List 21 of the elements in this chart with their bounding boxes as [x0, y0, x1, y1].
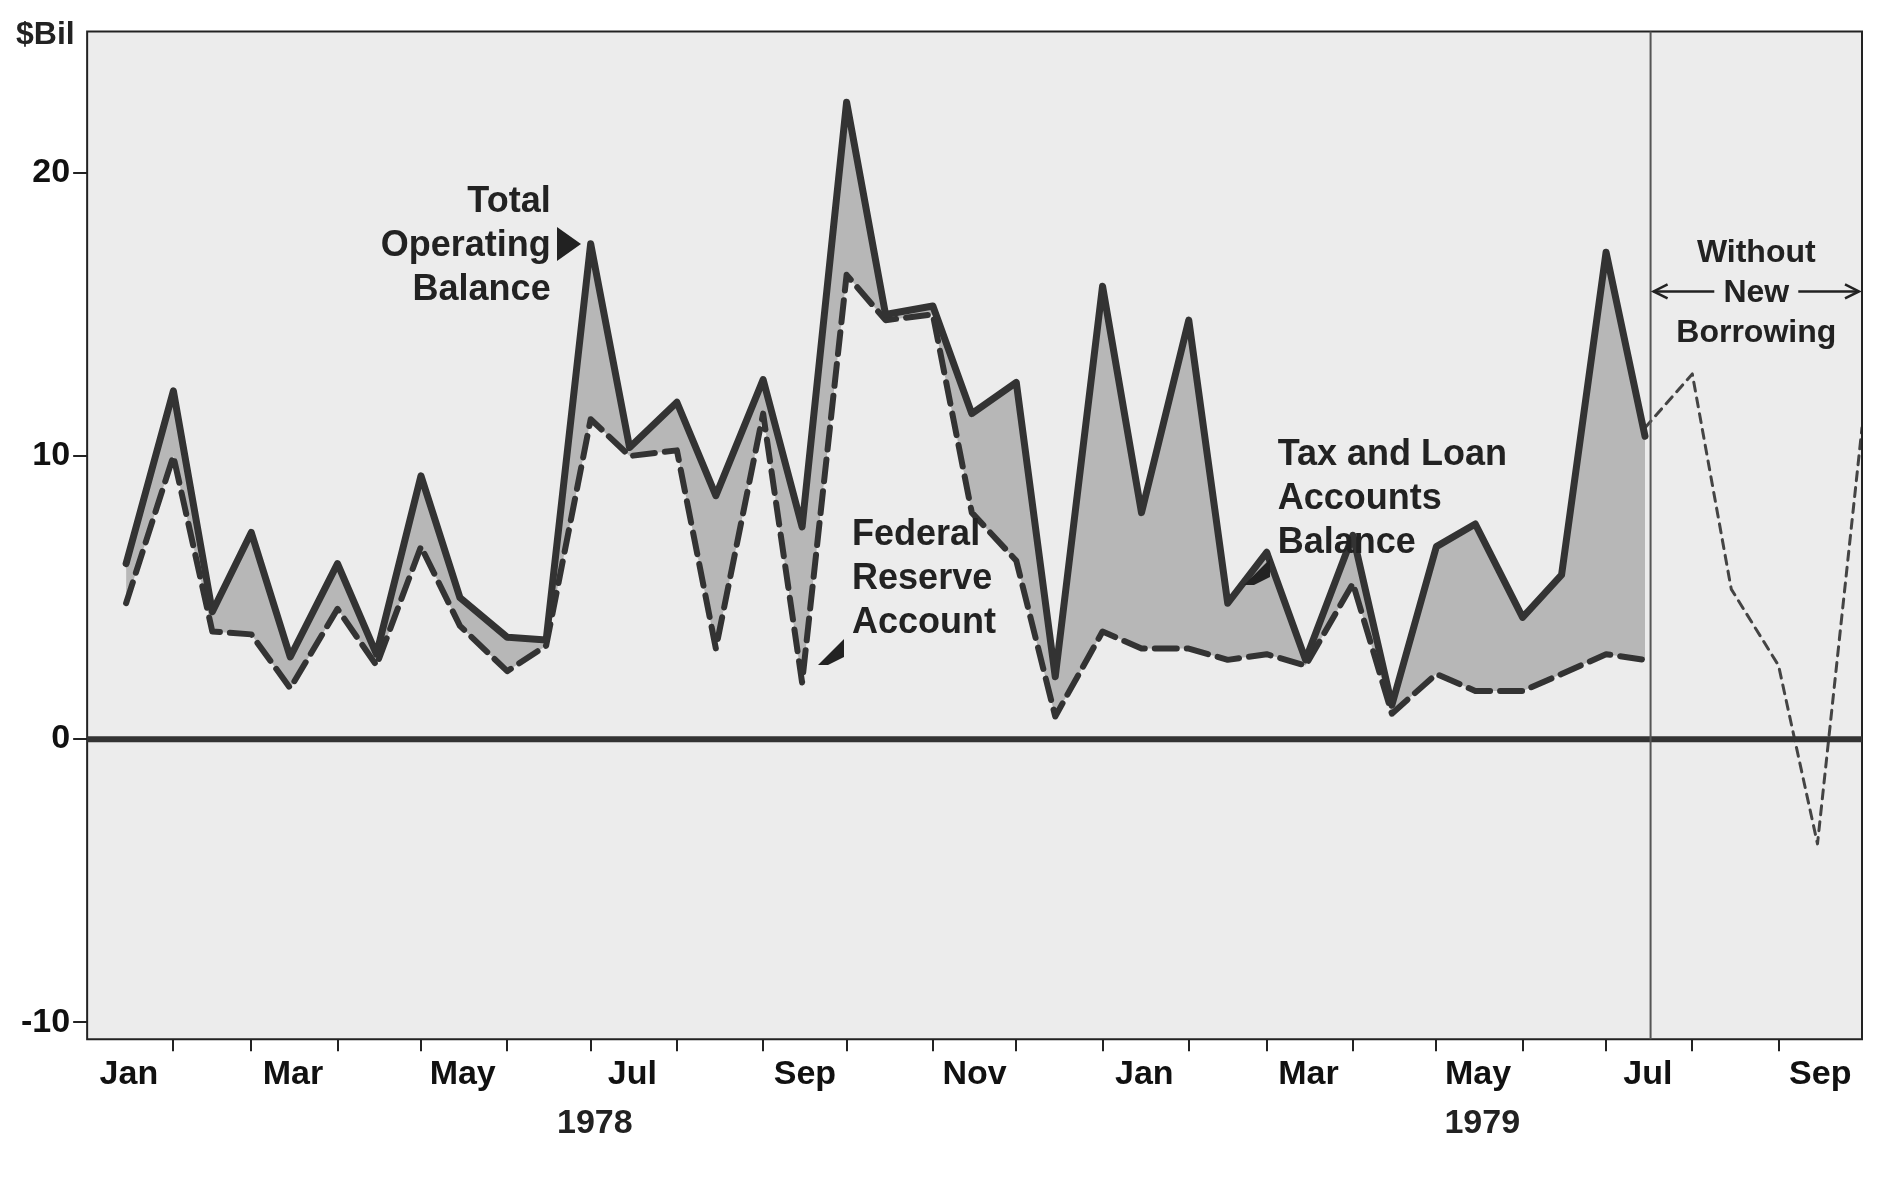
x-tick-label: May	[1445, 1052, 1512, 1091]
x-tick-label: May	[429, 1052, 496, 1091]
x-tick-label: Jul	[1623, 1052, 1673, 1091]
y-tick-label: -10	[21, 1000, 71, 1039]
y-tick-label: 0	[51, 717, 71, 756]
ref-line-label: Without New Borrowing	[1675, 232, 1838, 352]
x-tick-label: Jan	[99, 1052, 159, 1091]
y-tick-label: 10	[32, 434, 71, 473]
text: 1979	[1443, 1101, 1522, 1142]
x-tick-label: Sep	[1789, 1052, 1852, 1091]
y-tick-label: 20	[32, 151, 71, 190]
x-tick-label: Mar	[262, 1052, 324, 1091]
y-axis-title: $Bil	[16, 14, 76, 52]
text: 1978	[556, 1101, 634, 1142]
x-tick-label: Mar	[1278, 1052, 1339, 1091]
annotation: Federal Reserve Account	[852, 510, 998, 643]
x-tick-label: Jul	[607, 1052, 657, 1091]
x-tick-label: Nov	[942, 1052, 1007, 1091]
x-tick-label: Sep	[773, 1052, 837, 1091]
x-tick-label: Jan	[1114, 1052, 1174, 1091]
annotation: Total Operating Balance	[379, 177, 551, 310]
